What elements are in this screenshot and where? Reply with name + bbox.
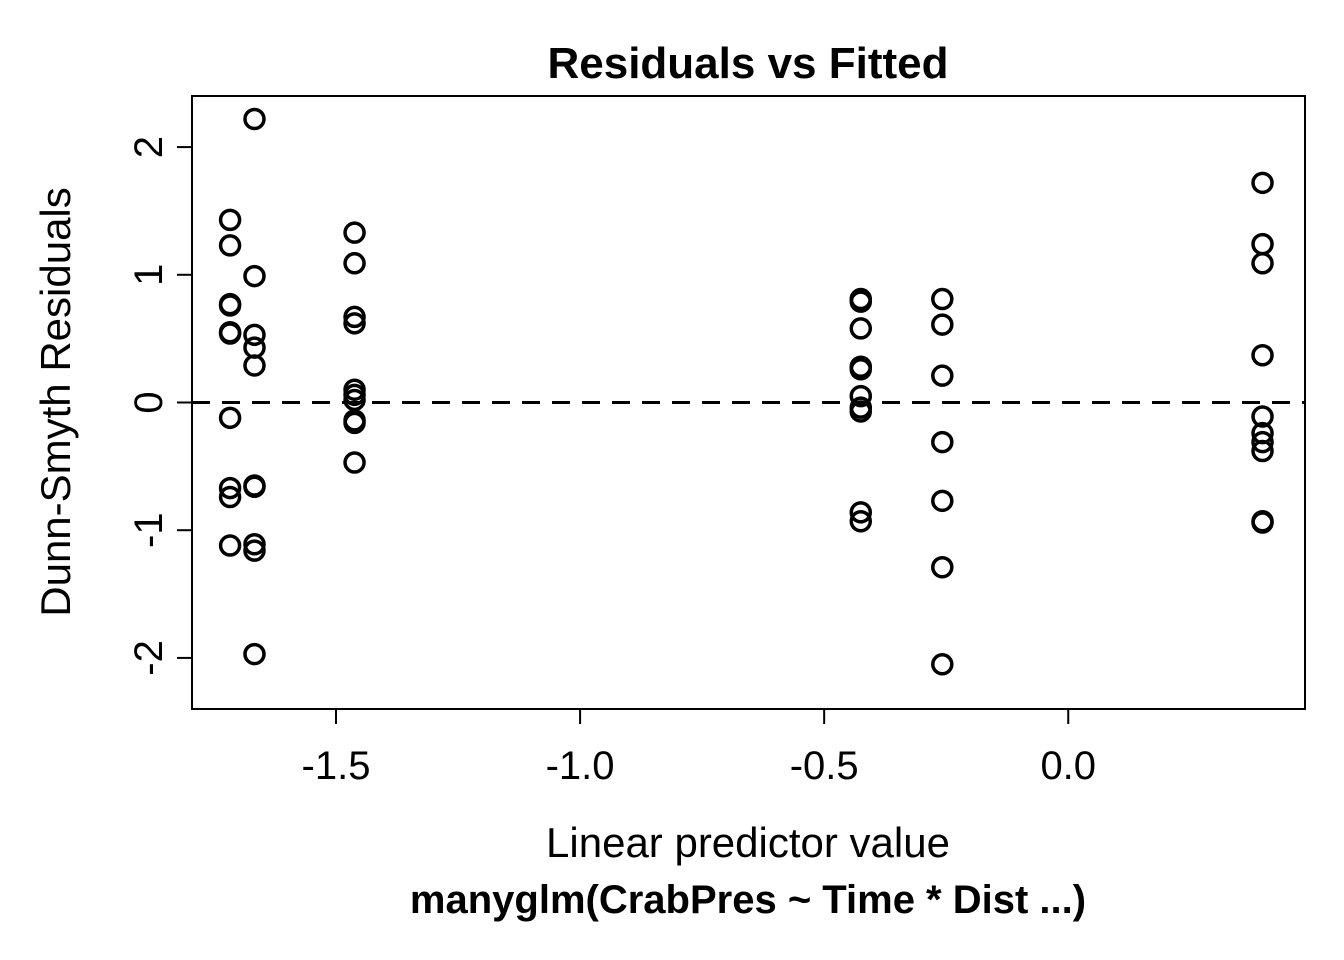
data-point bbox=[343, 312, 366, 335]
data-point bbox=[243, 539, 266, 562]
data-point bbox=[218, 534, 242, 557]
data-points bbox=[218, 107, 1274, 676]
y-tick-label: 1 bbox=[127, 264, 171, 286]
data-point bbox=[1251, 405, 1274, 428]
data-point bbox=[1251, 439, 1274, 463]
model-formula-label: manyglm(CrabPres ~ Time * Dist ...) bbox=[410, 878, 1086, 922]
x-axis-label: Linear predictor value bbox=[546, 819, 950, 866]
x-axis: -1.5 -1.0 -0.5 0.0 bbox=[302, 708, 1096, 788]
data-point bbox=[1251, 171, 1274, 195]
y-tick-label: 0 bbox=[127, 391, 171, 413]
data-point bbox=[849, 400, 873, 423]
data-point bbox=[243, 107, 266, 131]
data-point bbox=[343, 451, 366, 474]
data-point bbox=[218, 234, 242, 257]
data-point bbox=[218, 476, 242, 500]
y-tick-label: -2 bbox=[127, 640, 171, 676]
x-tick-label: -1.0 bbox=[546, 744, 615, 788]
data-point bbox=[218, 485, 242, 509]
data-point bbox=[1251, 430, 1274, 454]
data-point bbox=[243, 323, 266, 347]
data-point bbox=[849, 510, 873, 533]
data-point bbox=[931, 489, 954, 513]
data-point bbox=[849, 290, 873, 313]
data-point bbox=[931, 555, 954, 579]
data-point bbox=[343, 221, 366, 244]
data-point bbox=[218, 208, 242, 232]
y-tick-label: 2 bbox=[127, 136, 171, 158]
data-point bbox=[343, 305, 366, 329]
data-point bbox=[849, 501, 873, 524]
data-point bbox=[243, 642, 266, 666]
x-tick-label: -0.5 bbox=[790, 744, 859, 788]
data-point bbox=[243, 533, 266, 556]
data-point bbox=[243, 264, 266, 288]
data-point bbox=[849, 358, 873, 381]
data-point bbox=[1251, 511, 1274, 534]
chart-title: Residuals vs Fitted bbox=[547, 39, 948, 88]
data-point bbox=[931, 287, 954, 311]
x-tick-label: 0.0 bbox=[1040, 744, 1096, 788]
data-point bbox=[1251, 343, 1274, 367]
y-axis: -2 -1 0 1 2 bbox=[127, 136, 193, 676]
x-tick-label: -1.5 bbox=[302, 744, 371, 788]
data-point bbox=[343, 252, 366, 275]
data-point bbox=[343, 411, 366, 435]
data-point bbox=[931, 364, 954, 387]
data-point bbox=[243, 354, 266, 377]
data-point bbox=[849, 384, 873, 408]
data-point bbox=[218, 294, 242, 317]
y-axis-label: Dunn-Smyth Residuals bbox=[32, 187, 79, 617]
data-point bbox=[931, 653, 954, 676]
data-point bbox=[931, 430, 954, 454]
data-point bbox=[1251, 252, 1274, 275]
data-point bbox=[218, 322, 242, 345]
data-point bbox=[931, 313, 954, 336]
data-point bbox=[243, 475, 266, 499]
y-tick-label: -1 bbox=[127, 512, 171, 548]
data-point bbox=[849, 317, 873, 340]
data-point bbox=[1251, 232, 1274, 256]
data-point bbox=[218, 406, 242, 430]
